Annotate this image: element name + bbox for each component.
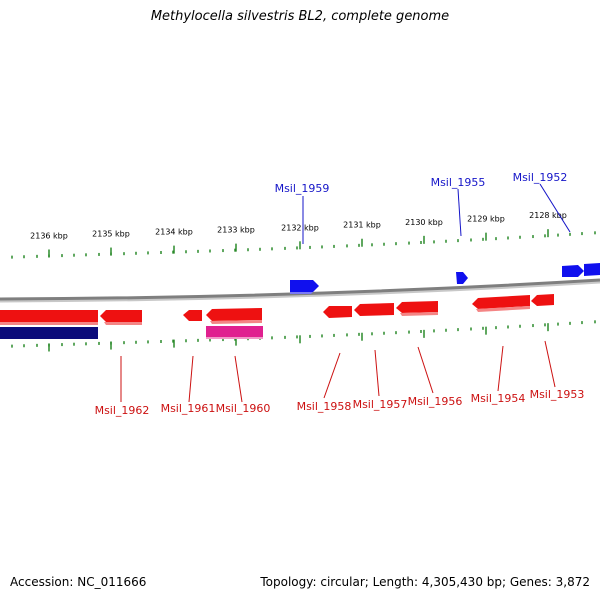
gene-label-msil-1958[interactable]: Msil_1958 — [297, 400, 352, 413]
scale-label: 2134 kbp — [155, 228, 193, 237]
gene-msil-1960[interactable] — [206, 308, 262, 321]
gene-msil-1958[interactable] — [323, 306, 352, 318]
leader-msil-1957 — [374, 349, 380, 397]
scale-label: 2132 kbp — [281, 223, 319, 232]
leader-msil-1952 — [539, 183, 571, 233]
gene-msil-1954-shade — [476, 306, 530, 312]
lower-scale-ticks — [11, 320, 596, 352]
feature-dark-blue[interactable] — [0, 327, 98, 339]
scale-label: 2135 kbp — [92, 230, 130, 239]
gene-label-msil-1954[interactable]: Msil_1954 — [471, 392, 526, 405]
genome-summary-text: Topology: circular; Length: 4,305,430 bp… — [260, 575, 590, 589]
scale-label: 2130 kbp — [405, 218, 443, 227]
forward-genes — [290, 263, 600, 294]
scale-label: 2133 kbp — [217, 226, 255, 235]
gene-label-msil-1960[interactable]: Msil_1960 — [216, 402, 271, 415]
leader-msil-1961 — [188, 355, 194, 403]
gene-msil-1959-shade — [290, 292, 313, 294]
gene-msil-1953[interactable] — [531, 294, 554, 306]
leader-msil-1955 — [457, 188, 462, 237]
gene-msil-1961[interactable] — [183, 310, 202, 321]
leader-msil-1954 — [497, 345, 504, 392]
gene-msil-1962-shade — [104, 322, 142, 325]
genome-title: Methylocella silvestris BL2, complete ge… — [150, 9, 450, 24]
gene-label-msil-1962[interactable]: Msil_1962 — [95, 404, 150, 417]
scale-label: 2128 kbp — [529, 211, 567, 220]
leader-msil-1960 — [234, 355, 243, 403]
scale-label: 2136 kbp — [30, 231, 68, 240]
gene-msil-1951[interactable] — [584, 263, 600, 276]
gene-msil-1957[interactable] — [354, 303, 394, 316]
gene-msil-1963-shade — [0, 322, 98, 325]
scale-label: 2129 kbp — [467, 215, 505, 224]
feature-msil-rna-shade — [206, 337, 263, 339]
genome-backbone-shadow — [0, 280, 600, 303]
scale-labels: 2136 kbp 2135 kbp 2134 kbp 2133 kbp 2132 kbp… — [30, 211, 567, 240]
gene-msil-1959[interactable] — [290, 280, 319, 292]
gene-msil-1962[interactable] — [100, 310, 142, 322]
gene-msil-1954[interactable] — [472, 295, 530, 309]
gene-label-msil-1955[interactable]: Msil_1955 — [431, 176, 486, 189]
leader-msil-1953 — [544, 340, 556, 388]
gene-label-msil-1959[interactable]: Msil_1959 — [275, 182, 330, 195]
feature-msil-rna[interactable] — [206, 326, 263, 338]
upper-scale-ticks — [11, 229, 596, 259]
gene-msil-1955[interactable] — [456, 272, 468, 284]
gene-label-msil-1953[interactable]: Msil_1953 — [530, 388, 585, 401]
scale-label: 2131 kbp — [343, 221, 381, 230]
reverse-genes — [0, 294, 554, 339]
gene-label-msil-1961[interactable]: Msil_1961 — [161, 402, 216, 415]
label-leader-lines — [120, 183, 571, 403]
leader-msil-1956 — [417, 346, 434, 394]
gene-msil-1956-shade — [400, 312, 438, 316]
gene-label-msil-1956[interactable]: Msil_1956 — [408, 395, 463, 408]
gene-msil-1956[interactable] — [396, 301, 438, 313]
gene-label-msil-1952[interactable]: Msil_1952 — [513, 171, 568, 184]
accession-text: Accession: NC_011666 — [10, 575, 147, 589]
gene-msil-1963[interactable] — [0, 310, 98, 322]
gene-msil-1952[interactable] — [562, 265, 584, 277]
gene-label-msil-1957[interactable]: Msil_1957 — [353, 398, 408, 411]
leader-msil-1958 — [323, 352, 341, 399]
gene-msil-1960-shade — [210, 320, 262, 324]
